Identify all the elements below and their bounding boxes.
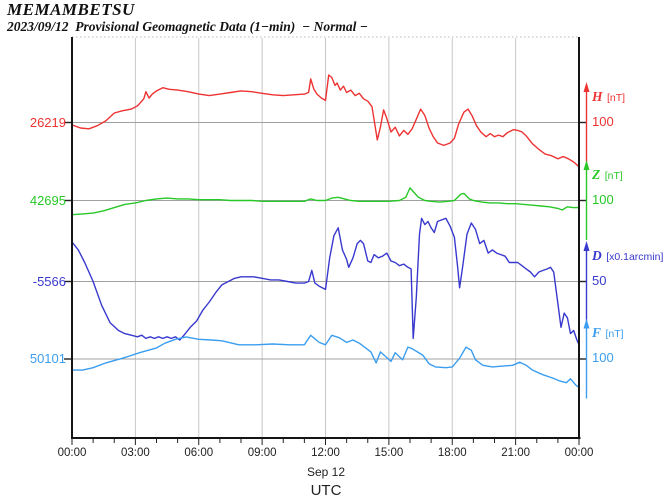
scale-value-f: 100 [592, 350, 614, 365]
plot-subtitle: 2023/09/12 Provisional Geomagnetic Data … [7, 19, 368, 34]
station-title: MEMAMBETSU [7, 0, 135, 19]
y-ref-label-z: 42695 [29, 192, 66, 208]
trace-Z [71, 187, 580, 216]
component-letter: D [592, 247, 602, 263]
scale-value-h: 100 [592, 113, 614, 129]
scale-arrow-head-F [583, 318, 590, 329]
x-tick-label: 09:00 [247, 447, 277, 459]
x-tick-label: 21:00 [501, 447, 531, 459]
component-label-z: Z [nT] [592, 166, 623, 184]
component-unit: [x0.1arcmin] [606, 250, 664, 263]
component-letter: F [592, 325, 602, 340]
component-letter: H [592, 88, 603, 104]
x-tick-label: 00:00 [57, 447, 87, 459]
x-tick-label: 18:00 [437, 447, 467, 459]
scale-value-d: 50 [592, 272, 607, 288]
y-ref-label-f: 50101 [29, 351, 66, 366]
x-tick-label: 06:00 [184, 447, 214, 459]
scale-arrow-head-D [583, 241, 590, 251]
y-ref-label-d: -5566 [32, 273, 66, 289]
y-ref-label-h: 26219 [29, 114, 66, 130]
x-tick-label: 12:00 [311, 447, 340, 459]
x-timezone-label: UTC [310, 482, 342, 499]
trace-H [71, 74, 580, 168]
component-unit: [nT] [605, 328, 624, 340]
component-label-f: F [nT] [592, 324, 624, 342]
trace-F [71, 334, 580, 389]
x-tick-label: 00:00 [564, 447, 594, 459]
component-letter: Z [592, 166, 601, 182]
component-unit: [nT] [604, 169, 623, 182]
x-tick-label: 03:00 [120, 447, 150, 459]
component-label-h: H [nT] [592, 88, 625, 106]
component-unit: [nT] [606, 91, 626, 104]
scale-arrow-head-H [583, 82, 590, 92]
component-label-d: D [x0.1arcmin] [592, 247, 663, 265]
trace-D [71, 217, 580, 346]
x-date-label: Sep 12 [306, 465, 346, 479]
scale-arrow-head-Z [583, 160, 590, 170]
x-tick-label: 15:00 [374, 447, 404, 459]
scale-value-z: 100 [592, 191, 614, 207]
